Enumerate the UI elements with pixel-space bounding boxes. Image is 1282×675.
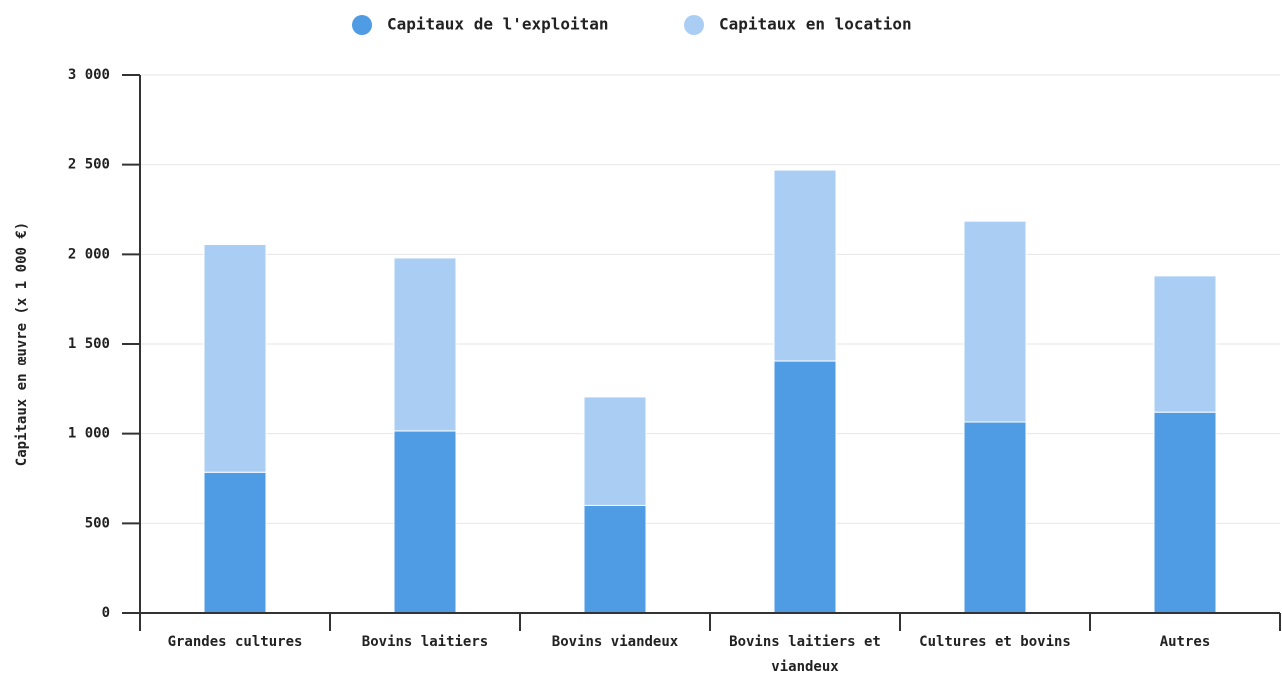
bar-segment bbox=[393, 430, 457, 614]
y-tick-label: 1 500 bbox=[68, 336, 110, 352]
x-tick-label: Bovins viandeux bbox=[552, 634, 679, 650]
bar-segment bbox=[203, 243, 267, 473]
bar-segment bbox=[773, 169, 837, 362]
bar-segment bbox=[963, 421, 1027, 614]
y-tick-label: 500 bbox=[85, 515, 110, 531]
x-tick-label: Bovins laitiers et viandeux bbox=[729, 634, 881, 675]
y-tick-label: 3 000 bbox=[68, 67, 110, 83]
legend-label: Capitaux en location bbox=[719, 15, 912, 34]
x-tick-label: Bovins laitiers bbox=[362, 634, 488, 650]
y-axis-title: Capitaux en œuvre (x 1 000 €) bbox=[14, 222, 30, 466]
y-tick-label: 1 000 bbox=[68, 426, 110, 442]
y-tick-label: 2 500 bbox=[68, 157, 110, 173]
y-tick-label: 2 000 bbox=[68, 246, 110, 262]
legend-swatch bbox=[352, 15, 372, 35]
bar-segment bbox=[583, 504, 647, 614]
bar-segment bbox=[773, 360, 837, 614]
bar-segment bbox=[1153, 411, 1217, 614]
bar-segment bbox=[203, 471, 267, 614]
bar-segment bbox=[393, 257, 457, 432]
legend-label: Capitaux de l'exploitan bbox=[387, 15, 609, 34]
bar-segment bbox=[583, 396, 647, 506]
y-tick-label: 0 bbox=[102, 605, 110, 621]
bar-segment bbox=[963, 220, 1027, 423]
bar-segment bbox=[1153, 275, 1217, 413]
x-tick-label: Cultures et bovins bbox=[919, 634, 1071, 650]
x-tick-label: Grandes cultures bbox=[168, 634, 303, 650]
legend-swatch bbox=[684, 15, 704, 35]
x-tick-label: Autres bbox=[1160, 634, 1211, 650]
